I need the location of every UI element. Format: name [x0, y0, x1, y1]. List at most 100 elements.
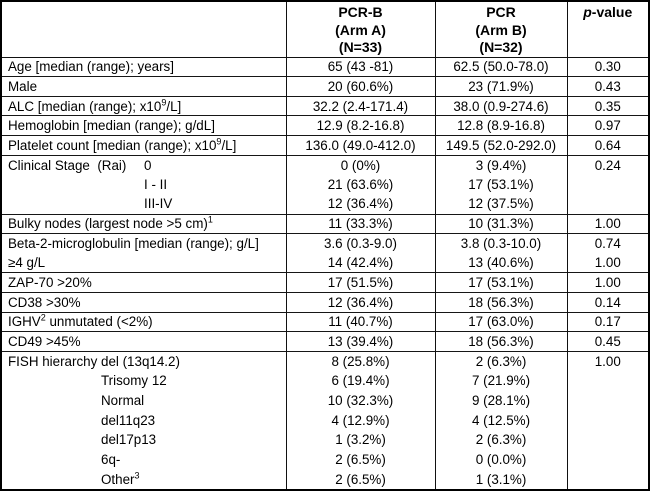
row-label-text: ≥4 g/L [8, 255, 46, 271]
row-label-cell: Male [2, 76, 286, 97]
p-value-cell: 1.00 [566, 350, 648, 371]
header-p-value-text: -value [591, 4, 633, 20]
header-p-value-cell: p-value [566, 2, 648, 58]
arm-a-value-cell: 3.6 (0.3-9.0) [285, 233, 435, 254]
sub-label-text: I - II [144, 177, 168, 193]
header-arm-a-line: (N=33) [338, 39, 383, 55]
arm-b-value-cell: 17 (53.1%) [434, 272, 567, 293]
row-label-text: ALC [median (range); x10 [8, 98, 162, 114]
p-value-cell: 0.17 [566, 311, 648, 332]
arm-b-value-cell: 17 (63.0%) [434, 311, 567, 332]
arm-a-value-cell: 12 (36.4%) [285, 292, 435, 313]
p-value-cell: 0.43 [566, 76, 648, 97]
p-value-cell [566, 194, 648, 214]
table-row-fish-0: FISH hierarchy del (13q14.2) 8 (25.8%) 2 (6… [2, 350, 648, 371]
arm-b-value-cell: 17 (53.1%) [434, 174, 567, 195]
row-label-cell: Hemoglobin [median (range); g/dL] [2, 115, 286, 136]
row-label-text: CD49 >45% [8, 334, 81, 350]
row-label-cell: Trisomy 12 [2, 371, 286, 391]
arm-a-value-cell: 21 (63.6%) [285, 174, 435, 195]
arm-a-value-cell: 0 (0%) [285, 154, 435, 175]
sub-label-text: 6q- [101, 451, 121, 467]
row-label-text: Age [median (range); years] [8, 59, 174, 75]
p-value-cell: 0.64 [566, 135, 648, 156]
arm-a-value-cell: 32.2 (2.4-171.4) [285, 95, 435, 116]
header-label-cell [2, 2, 286, 58]
arm-a-value-cell: 14 (42.4%) [285, 253, 435, 273]
p-value-cell: 0.14 [566, 292, 648, 313]
table-row-cd38: CD38 >30% 12 (36.4%) 18 (56.3%) 0.14 [2, 292, 648, 313]
table-row-clinical-stage-1: I - II 21 (63.6%) 17 (53.1%) [2, 174, 648, 195]
arm-a-value-cell: 20 (60.6%) [285, 76, 435, 97]
arm-b-value-cell: 62.5 (50.0-78.0) [434, 56, 567, 77]
row-label-text: unmutated (<2%) [45, 314, 153, 330]
superscript: 9 [161, 97, 167, 108]
table-row-beta-2-microglobulin-1: ≥4 g/L 14 (42.4%) 13 (40.6%) 1.00 [2, 253, 648, 273]
row-label-cell: ZAP-70 >20% [2, 272, 286, 293]
row-label-cell: Bulky nodes (largest node >5 cm)1 [2, 213, 286, 234]
arm-b-value-cell: 38.0 (0.9-274.6) [434, 95, 567, 116]
row-label-text: Hemoglobin [median (range); g/dL] [8, 118, 215, 134]
arm-a-value-cell: 8 (25.8%) [285, 350, 435, 371]
p-value-cell: 1.00 [566, 272, 648, 293]
arm-a-value-cell: 4 (12.9%) [285, 410, 435, 430]
header-arm-a-line: (Arm A) [335, 21, 386, 38]
table-row-fish-6: Other3 2 (6.5%) 1 (3.1%) [2, 469, 648, 489]
row-label-cell: FISH hierarchy del (13q14.2) [2, 350, 286, 371]
p-value-cell: 1.00 [566, 213, 648, 234]
row-label-cell: del11q23 [2, 410, 286, 430]
row-label-cell: Normal [2, 391, 286, 411]
row-label-text: /L] [166, 98, 182, 114]
arm-b-value-cell: 0 (0.0%) [434, 449, 567, 470]
header-row: PCR-B (Arm A) (N=33) PCR (Arm B) (N=32) p-va… [2, 2, 648, 58]
arm-b-value-cell: 7 (21.9%) [434, 371, 567, 391]
sub-label-text: 0 [144, 157, 152, 173]
arm-b-value-cell: 18 (56.3%) [434, 292, 567, 313]
p-value-cell [566, 429, 648, 450]
superscript: 9 [216, 136, 222, 147]
p-value-cell [566, 174, 648, 195]
sub-label-text: del17p13 [101, 432, 157, 448]
arm-a-value-cell: 12 (36.4%) [285, 194, 435, 214]
arm-b-value-cell: 12 (37.5%) [434, 194, 567, 214]
arm-b-value-cell: 2 (6.3%) [434, 429, 567, 450]
row-label-text: Bulky nodes (largest node >5 cm) [8, 216, 208, 232]
row-label-cell: CD49 >45% [2, 331, 286, 352]
row-label-text: ZAP-70 >20% [8, 275, 92, 291]
sub-label-text: Normal [101, 392, 145, 408]
p-value-cell: 0.24 [566, 154, 648, 175]
superscript: 1 [207, 214, 213, 225]
arm-b-value-cell: 1 (3.1%) [434, 469, 567, 489]
table-row-alc: ALC [median (range); x109/L] 32.2 (2.4-17… [2, 95, 648, 116]
arm-a-value-cell: 6 (19.4%) [285, 371, 435, 391]
row-label-cell: Platelet count [median (range); x109/L] [2, 135, 286, 156]
table-row-fish-5: 6q- 2 (6.5%) 0 (0.0%) [2, 449, 648, 470]
p-value-cell [566, 371, 648, 391]
arm-b-value-cell: 23 (71.9%) [434, 76, 567, 97]
row-label-cell: I - II [2, 175, 286, 195]
arm-a-value-cell: 11 (40.7%) [285, 311, 435, 332]
p-value-cell [566, 410, 648, 430]
header-arm-a-line: PCR-B [338, 4, 383, 20]
p-value-cell: 0.97 [566, 115, 648, 136]
p-value-cell [566, 449, 648, 470]
table-row-male: Male 20 (60.6%) 23 (71.9%) 0.43 [2, 76, 648, 97]
p-value-cell: 0.30 [566, 56, 648, 77]
arm-a-value-cell: 11 (33.3%) [285, 213, 435, 234]
table-header: PCR-B (Arm A) (N=33) PCR (Arm B) (N=32) p-va… [2, 2, 648, 58]
row-label-cell: IGHV2 unmutated (<2%) [2, 311, 286, 332]
arm-b-value-cell: 12.8 (8.9-16.8) [434, 115, 567, 136]
group-label-clinical-stage: Clinical Stage (Rai) [8, 157, 127, 173]
table-row-fish-4: del17p13 1 (3.2%) 2 (6.3%) [2, 429, 648, 450]
arm-b-value-cell: 13 (40.6%) [434, 253, 567, 273]
row-label-cell: ≥4 g/L [2, 253, 286, 273]
sub-label-text: Other [101, 471, 135, 487]
table-row-age: Age [median (range); years] 65 (43 -81) 62… [2, 56, 648, 77]
header-arm-a-cell: PCR-B (Arm A) (N=33) [285, 2, 435, 58]
header-arm-b-line: (N=32) [479, 39, 523, 55]
table-body: Age [median (range); years] 65 (43 -81) 62… [2, 56, 648, 489]
p-value-cell [566, 390, 648, 411]
header-arm-b-line: PCR [486, 4, 516, 20]
